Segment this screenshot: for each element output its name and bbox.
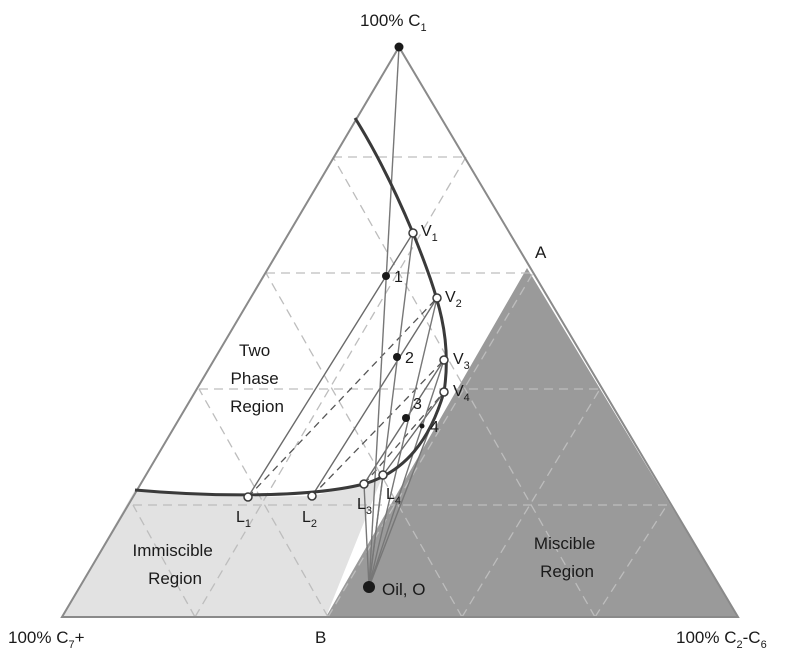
c1-vertex-point	[394, 42, 404, 52]
immiscible-region-label: Immiscible Region	[132, 541, 217, 588]
mix-label-3: 3	[413, 396, 422, 413]
mix-point-4	[419, 423, 425, 429]
liquid-point-l4	[378, 470, 388, 480]
vapor-point-v1	[408, 228, 418, 238]
mix-label-2: 2	[405, 350, 414, 367]
vertex-label-c2-c6: 100% C2-C6	[676, 628, 767, 651]
vapor-point-v2	[432, 293, 442, 303]
vertex-label-c7plus: 100% C7+	[8, 628, 85, 651]
liquid-point-l1	[243, 492, 253, 502]
liquid-point-l3	[359, 479, 369, 489]
vapor-point-v4	[439, 387, 449, 397]
vapor-point-v3	[439, 355, 449, 365]
mixture-points	[363, 42, 425, 593]
phase-envelope	[134, 117, 448, 497]
oil-label: Oil, O	[382, 580, 425, 599]
grid-lines	[132, 156, 668, 618]
immiscible-region-fill	[62, 475, 383, 617]
point-label-a: A	[535, 243, 547, 262]
miscible-region-label: Miscible Region	[534, 534, 600, 581]
vapor-label-v2: V2	[445, 289, 462, 310]
liquid-label-l2: L2	[302, 509, 317, 530]
ternary-triangle	[60, 45, 740, 618]
vapor-label-v4: V4	[453, 383, 470, 404]
miscible-region-fill	[326, 268, 738, 617]
vapor-label-v3: V3	[453, 351, 470, 372]
mix-point-2	[393, 353, 401, 361]
liquid-points	[243, 470, 388, 502]
vapor-points	[408, 228, 449, 397]
liquid-label-l3: L3	[357, 496, 372, 517]
point-label-b: B	[315, 628, 326, 647]
mix-point-1	[382, 272, 390, 280]
liquid-label-l1: L1	[236, 509, 251, 530]
mix-label-4: 4	[430, 419, 439, 436]
vapor-label-v1: V1	[421, 223, 438, 244]
mix-label-1: 1	[394, 269, 403, 286]
two-phase-region-label: Two Phase Region	[230, 341, 284, 416]
liquid-point-l2	[307, 491, 317, 501]
liquid-label-l4: L4	[386, 486, 401, 507]
mix-point-3	[402, 414, 410, 422]
oil-point	[363, 581, 375, 593]
dilution-lines	[363, 46, 445, 588]
vertex-label-c1: 100% C1	[360, 11, 427, 34]
